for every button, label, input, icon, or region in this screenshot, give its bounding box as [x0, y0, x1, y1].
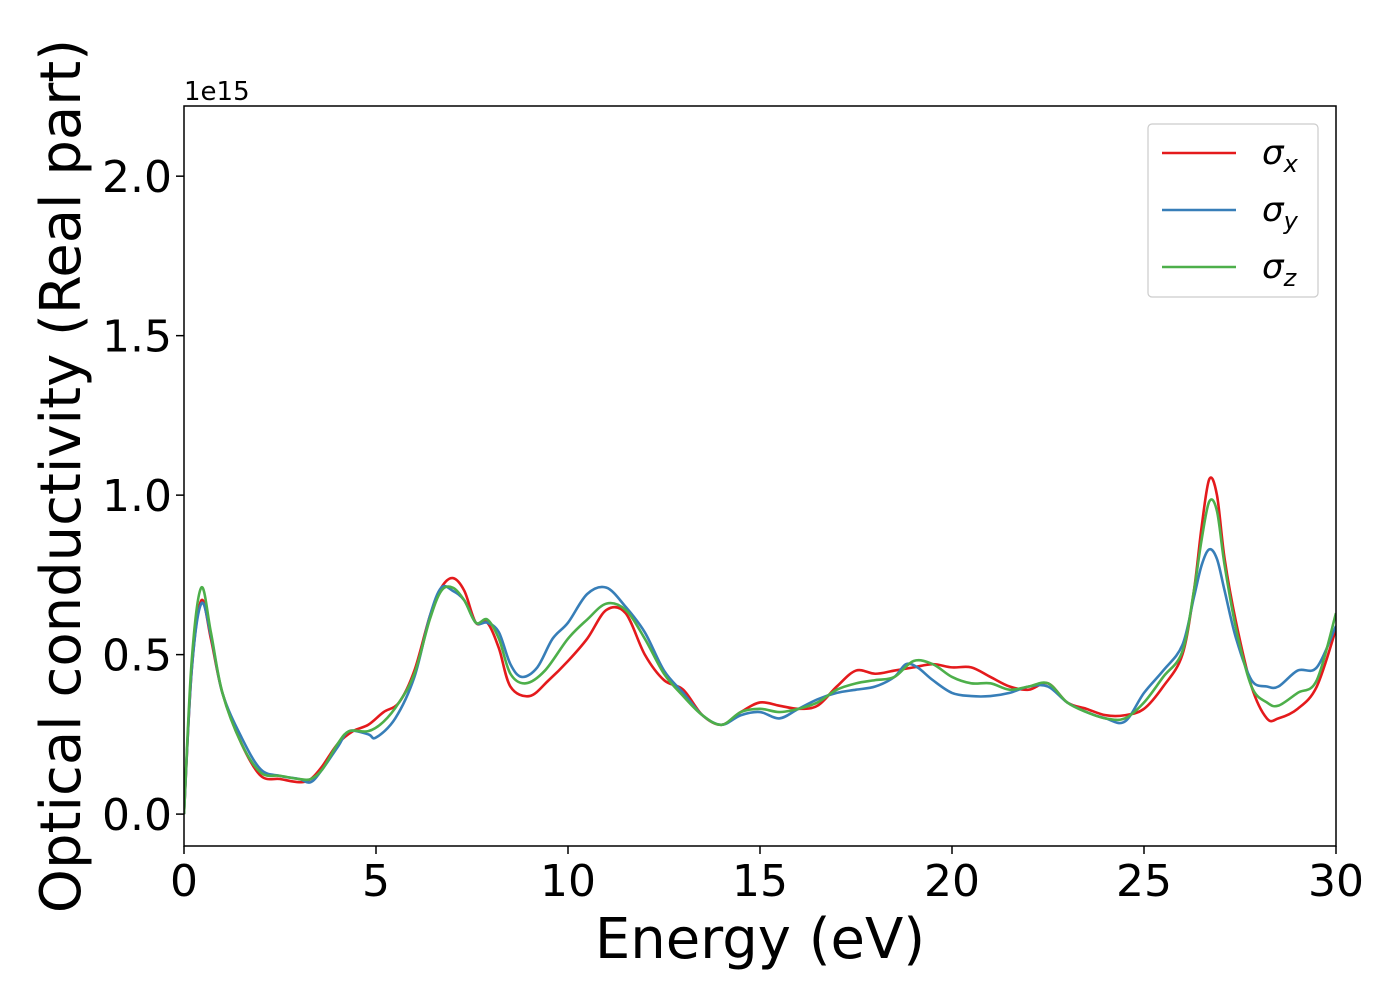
legend-label-sigma-y: σy: [1262, 190, 1299, 235]
x-axis-title: Energy (eV): [595, 907, 925, 972]
legend-symbol: σ: [1262, 133, 1285, 173]
y-axis-title: Optical conductivity (Real part): [29, 39, 94, 913]
series-layer: [184, 476, 1336, 815]
legend-label-sigma-x: σx: [1262, 133, 1299, 178]
x-tick-label: 10: [540, 856, 596, 907]
x-tick-label: 25: [1116, 856, 1172, 907]
y-tick-label: 2.0: [102, 152, 172, 203]
series-line-sigma-y: [184, 547, 1336, 815]
y-tick-label: 0.0: [102, 790, 172, 841]
legend-symbol: σ: [1262, 247, 1285, 287]
ticks-layer: 0 5 10 15 20 25 30 0.0 0.5 1.0 1.5 2.0: [102, 152, 1364, 907]
y-tick-label: 1.0: [102, 471, 172, 522]
x-tick-label: 15: [732, 856, 788, 907]
legend-subscript: z: [1283, 264, 1298, 292]
legend-label-sigma-z: σz: [1262, 247, 1298, 292]
x-tick-label: 0: [170, 856, 198, 907]
y-tick-label: 0.5: [102, 631, 172, 682]
series-line-sigma-z: [184, 498, 1336, 815]
x-tick-label: 20: [924, 856, 980, 907]
x-tick-label: 5: [362, 856, 390, 907]
legend-subscript: y: [1283, 207, 1299, 235]
y-tick-label: 1.5: [102, 312, 172, 363]
x-tick-label: 30: [1308, 856, 1364, 907]
y-offset-label: 1e15: [184, 77, 250, 107]
legend-symbol: σ: [1262, 190, 1285, 230]
series-line-sigma-x: [184, 476, 1336, 815]
legend-subscript: x: [1283, 150, 1299, 178]
